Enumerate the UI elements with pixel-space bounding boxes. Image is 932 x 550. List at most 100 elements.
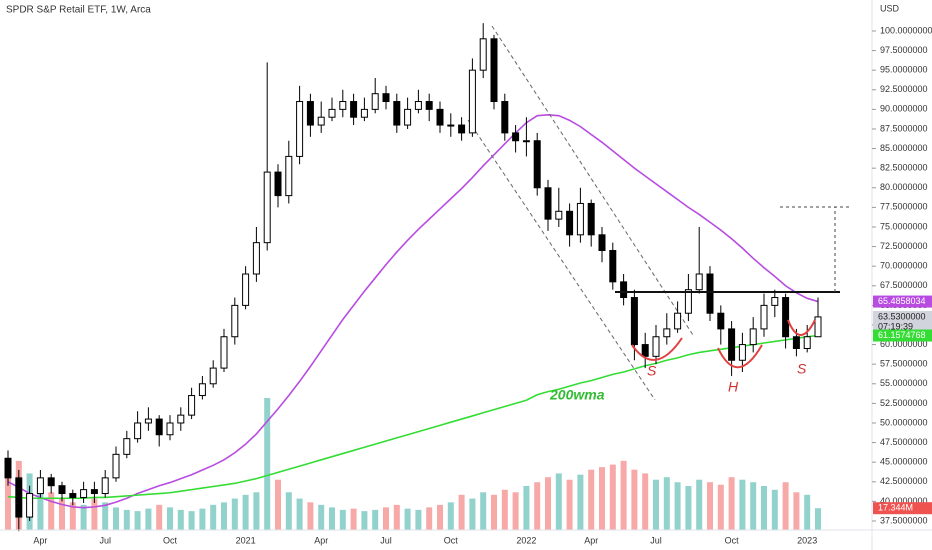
candle-body <box>4 457 12 479</box>
candle-body <box>317 116 325 126</box>
volume-bar <box>69 502 76 530</box>
price-tag-label: 17.344M <box>878 503 913 513</box>
candle-body <box>760 304 768 330</box>
price-tag-label: 65.4858034 <box>878 296 926 306</box>
volume-bar <box>393 504 400 530</box>
candle-body <box>512 132 520 142</box>
volume-bar <box>534 482 541 530</box>
volume-bar <box>685 486 692 530</box>
candle-body <box>58 485 66 495</box>
candle-body <box>630 297 638 346</box>
price-tag-label: 61.1574768 <box>878 330 926 340</box>
volume-bar <box>167 507 173 530</box>
candle-body <box>188 395 196 416</box>
volume-bar <box>113 507 119 530</box>
volume-bar <box>177 509 184 530</box>
y-tick-label: 87.5000000 <box>880 123 928 133</box>
volume-bar <box>750 482 757 530</box>
candle-body <box>198 383 206 397</box>
candle-body <box>47 477 55 487</box>
volume-bar <box>91 498 98 530</box>
volume-bar <box>815 508 821 530</box>
volume-bar <box>102 502 109 530</box>
candle-body <box>652 336 660 357</box>
volume-bar <box>275 479 281 530</box>
annotation: 200wma <box>549 387 605 403</box>
moving-averages <box>7 114 819 509</box>
volume-bar <box>609 464 616 530</box>
volume-bar <box>545 477 551 530</box>
candle-body <box>717 312 725 330</box>
volume-bar <box>663 477 670 530</box>
volume-bar <box>771 489 778 530</box>
y-tick-label: 67.5000000 <box>880 280 928 290</box>
volume-bar <box>242 494 249 530</box>
y-tick-label: 77.5000000 <box>880 202 928 212</box>
y-tick-label: 80.0000000 <box>880 182 928 192</box>
x-tick-label: Oct <box>163 535 178 545</box>
x-tick-label: 2022 <box>516 535 536 545</box>
volume-bar <box>231 498 238 530</box>
candle-body <box>382 93 390 103</box>
volume-bar <box>566 479 573 530</box>
candle-body <box>177 414 185 424</box>
candle-body <box>598 234 606 251</box>
volume-bar <box>728 477 735 530</box>
shoulder-arc <box>631 337 683 361</box>
candle-body <box>576 202 584 236</box>
candle-body <box>252 242 260 275</box>
candle-body <box>425 101 433 110</box>
annotation: H <box>728 379 739 395</box>
candle-body <box>393 101 401 126</box>
price-axis: 37.5000000 40.0000000 42.5000000 45.0000000… <box>872 25 932 525</box>
x-tick-label: Apr <box>33 535 47 545</box>
volume-bar <box>296 498 303 530</box>
volume-bar <box>134 511 141 530</box>
y-tick-label: 82.5000000 <box>880 163 928 173</box>
volume-bar <box>80 504 87 530</box>
volume-bar <box>329 507 335 530</box>
y-tick-label: 95.0000000 <box>880 65 928 75</box>
price-tag <box>873 329 932 342</box>
candle-body <box>306 101 314 126</box>
candle-body <box>458 124 466 134</box>
moving-average <box>7 114 819 509</box>
candle-body <box>360 108 368 118</box>
annotation: S <box>647 363 657 379</box>
currency: USD <box>880 3 900 13</box>
volume-bar <box>199 508 206 530</box>
candles <box>4 23 822 532</box>
candle-body <box>728 328 736 361</box>
volume-bar <box>523 486 530 530</box>
y-tick-label: 50.0000000 <box>880 417 928 427</box>
volume-bar <box>37 486 44 530</box>
volume-bar <box>761 486 767 530</box>
candle-body <box>544 187 552 220</box>
candle-body <box>155 418 163 436</box>
y-tick-label: 40.0000000 <box>880 496 928 506</box>
volume-bar <box>793 492 800 530</box>
candle-body <box>479 38 487 71</box>
y-tick-label: 60.0000000 <box>880 339 928 349</box>
volume-bar <box>437 504 443 530</box>
candle-body <box>522 140 530 143</box>
candle-body <box>263 171 271 244</box>
volume-bar <box>696 479 703 530</box>
volume-bar <box>59 498 65 530</box>
volume-bar <box>501 489 508 530</box>
x-tick-label: Jul <box>650 535 662 545</box>
y-tick-label: 70.0000000 <box>880 261 928 271</box>
volume-bar <box>717 484 724 530</box>
candle-body <box>112 453 120 479</box>
x-tick-label: Jul <box>380 535 392 545</box>
volume-bar <box>782 482 789 530</box>
y-tick-label: 57.5000000 <box>880 359 928 369</box>
volume-bar <box>221 502 227 530</box>
x-tick-label: Oct <box>444 535 459 545</box>
head-arc <box>717 344 763 369</box>
volume-bar <box>48 492 55 530</box>
candle-body <box>285 155 293 197</box>
volume-bar <box>804 494 811 530</box>
volume-bar <box>447 502 454 530</box>
y-tick-label: 37.5000000 <box>880 515 928 525</box>
